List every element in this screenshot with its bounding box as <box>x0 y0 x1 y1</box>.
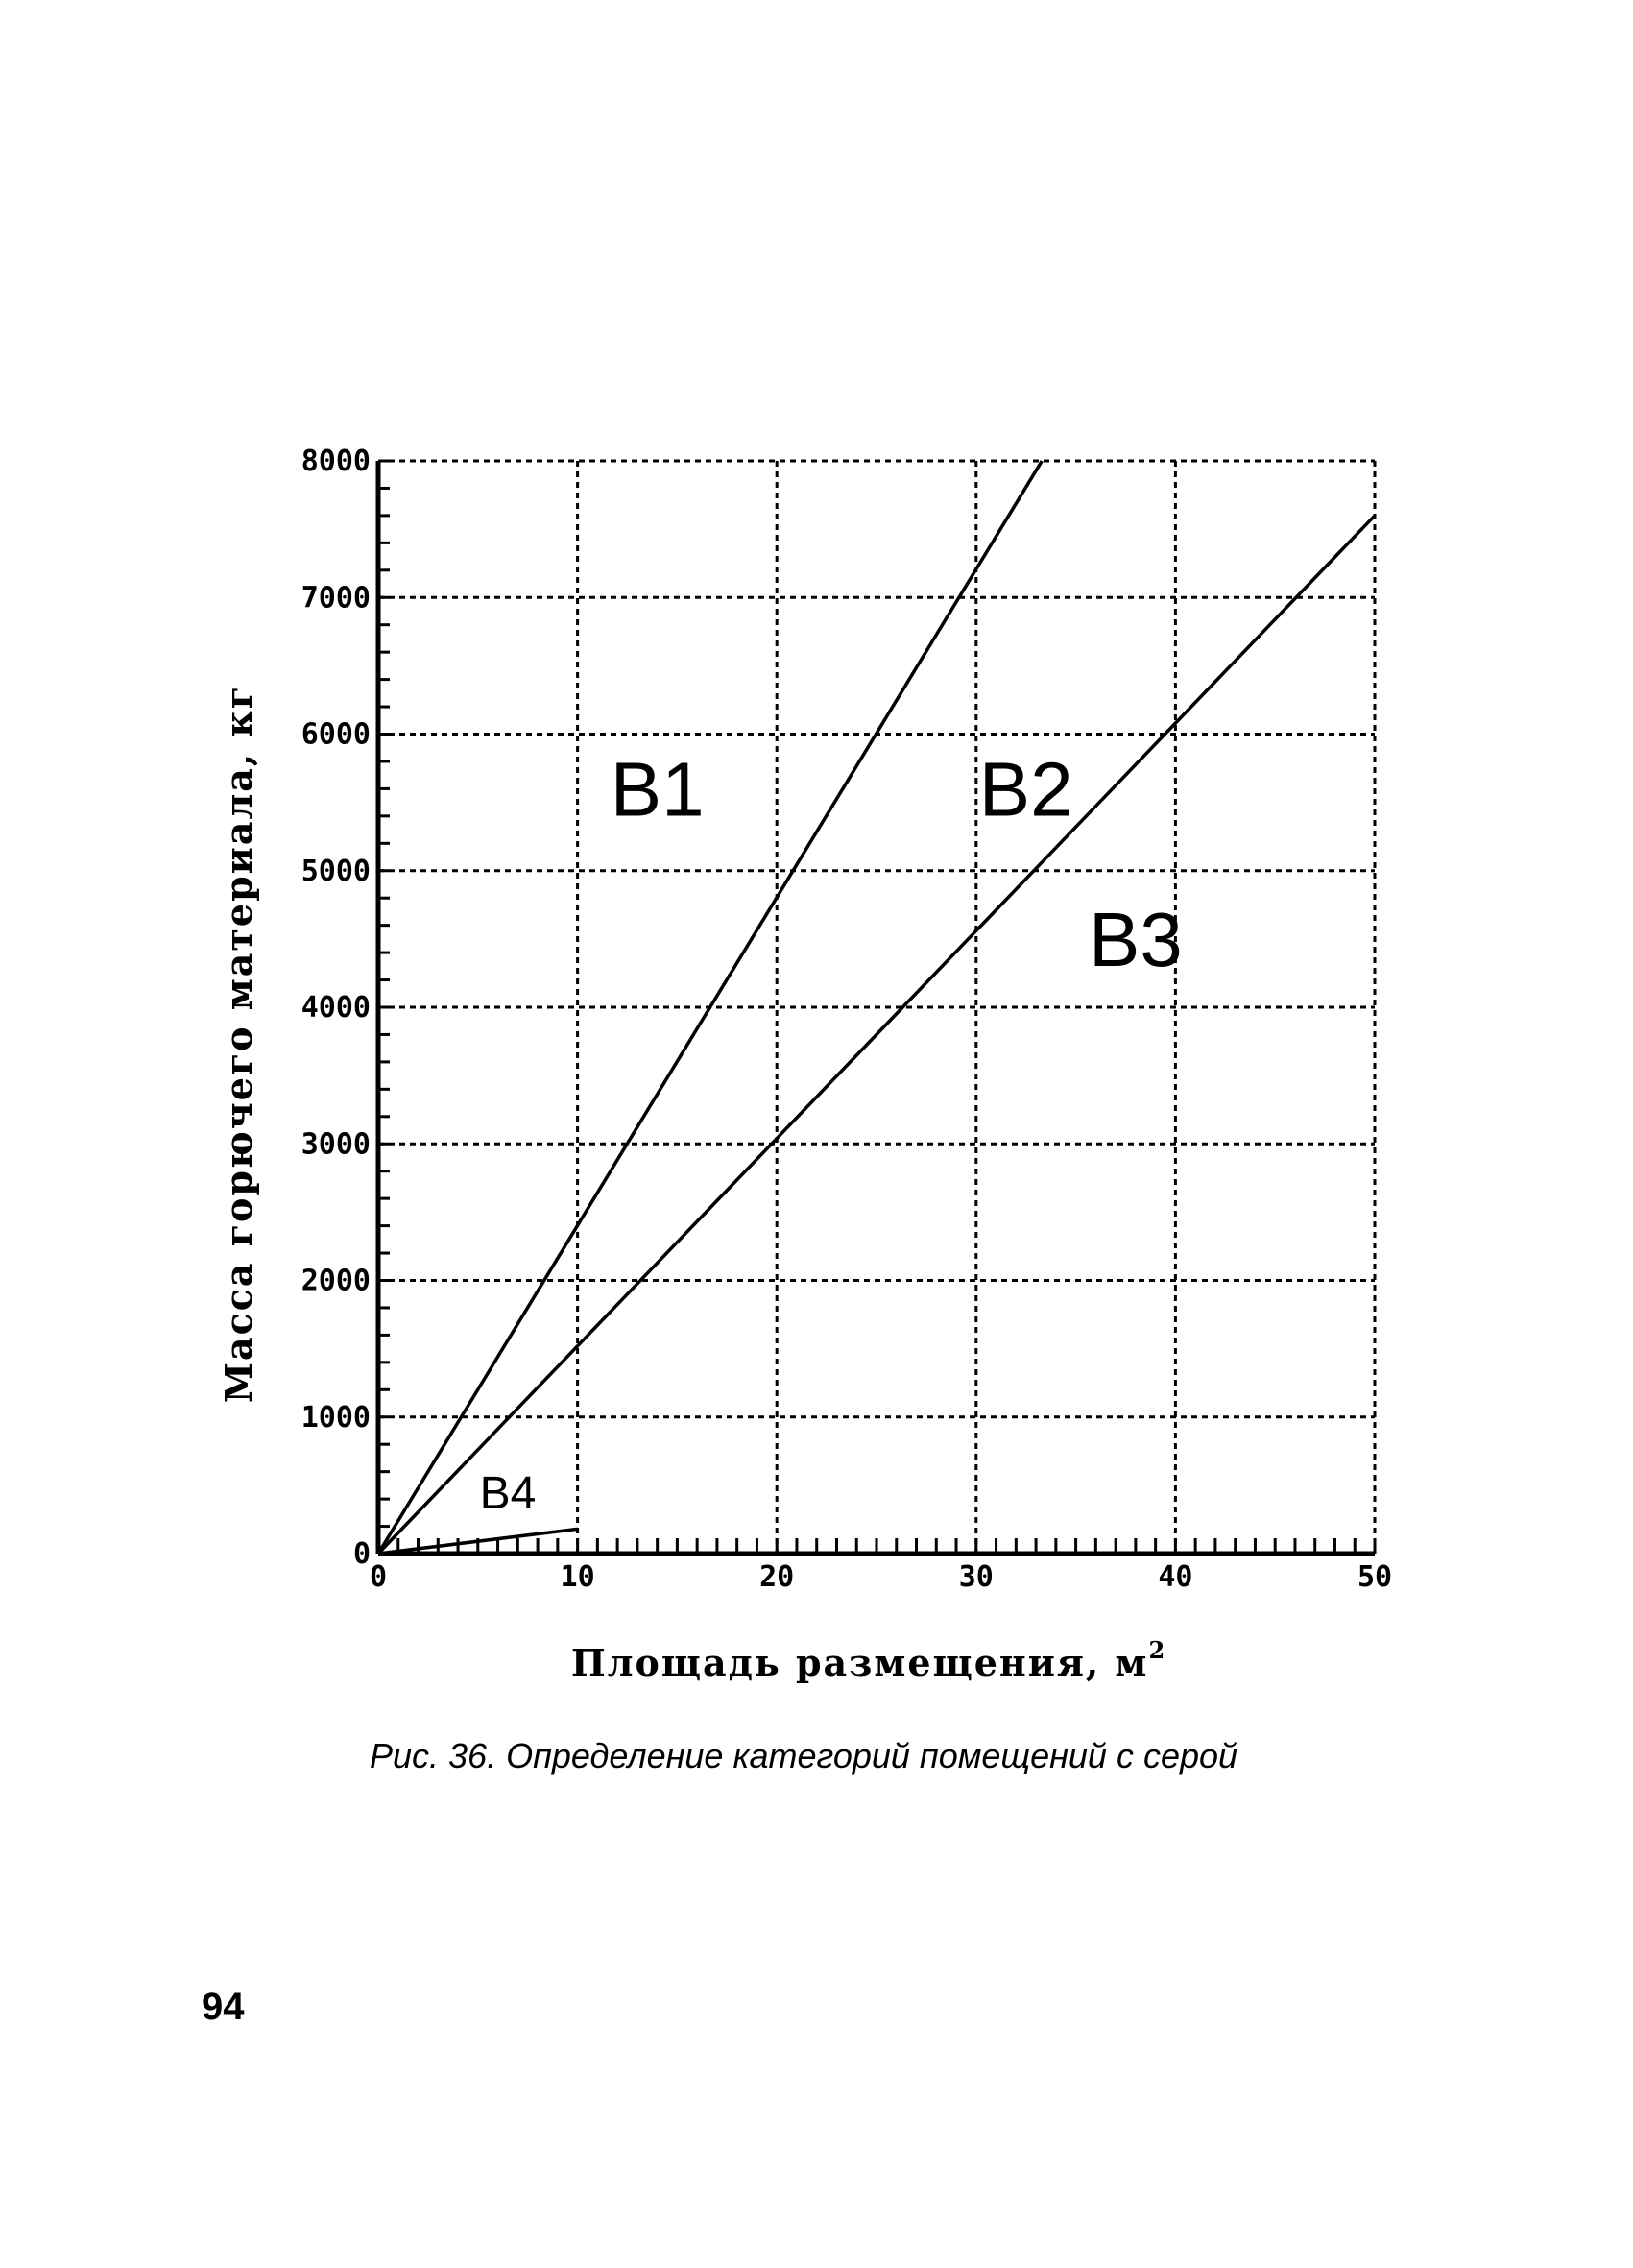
y-axis-title: Масса горючего материала, кг <box>217 685 260 1403</box>
y-tick-label: 3000 <box>301 1127 371 1161</box>
x-tick-label: 40 <box>1158 1560 1192 1594</box>
x-axis-title: Площадь размещения, м2 <box>571 1636 1166 1684</box>
y-tick-label: 4000 <box>301 991 371 1025</box>
y-tick-label: 6000 <box>301 718 371 752</box>
tick-label-layer: 0 10 20 30 40 50 0 1000 2000 3000 4000 5000 6000 7000… <box>301 445 1392 1594</box>
region-label-2: В2 <box>979 747 1073 832</box>
plot-frame <box>375 459 1377 1556</box>
y-tick-label: 7000 <box>301 581 371 615</box>
x-axis-title-sup: 2 <box>1148 1636 1166 1664</box>
region-label-1: В1 <box>611 747 705 832</box>
figure-caption: Рис. 36. Определение категорий помещений… <box>370 1736 1238 1775</box>
x-tick-label: 10 <box>561 1560 595 1594</box>
series-line-2 <box>376 514 1377 1556</box>
grid-layer <box>378 459 1377 1554</box>
y-tick-label: 2000 <box>301 1265 371 1298</box>
x-tick-label: 0 <box>370 1560 387 1594</box>
region-label-4: В4 <box>480 1468 537 1519</box>
x-axis-title-text: Площадь размещения, м <box>571 1641 1149 1684</box>
x-tick-label: 30 <box>959 1560 994 1594</box>
y-tick-label: 1000 <box>301 1401 371 1435</box>
y-tick-label: 0 <box>353 1537 371 1571</box>
page-number: 94 <box>202 1986 245 2028</box>
y-tick-label: 8000 <box>301 445 371 478</box>
y-tick-label: 5000 <box>301 855 371 888</box>
x-tick-label: 50 <box>1357 1560 1392 1594</box>
region-label-3: В3 <box>1089 897 1183 982</box>
series-layer <box>376 460 1377 1556</box>
series-line-1 <box>376 460 1044 1555</box>
x-tick-label: 20 <box>759 1560 794 1594</box>
series-line-3 <box>377 1527 578 1556</box>
